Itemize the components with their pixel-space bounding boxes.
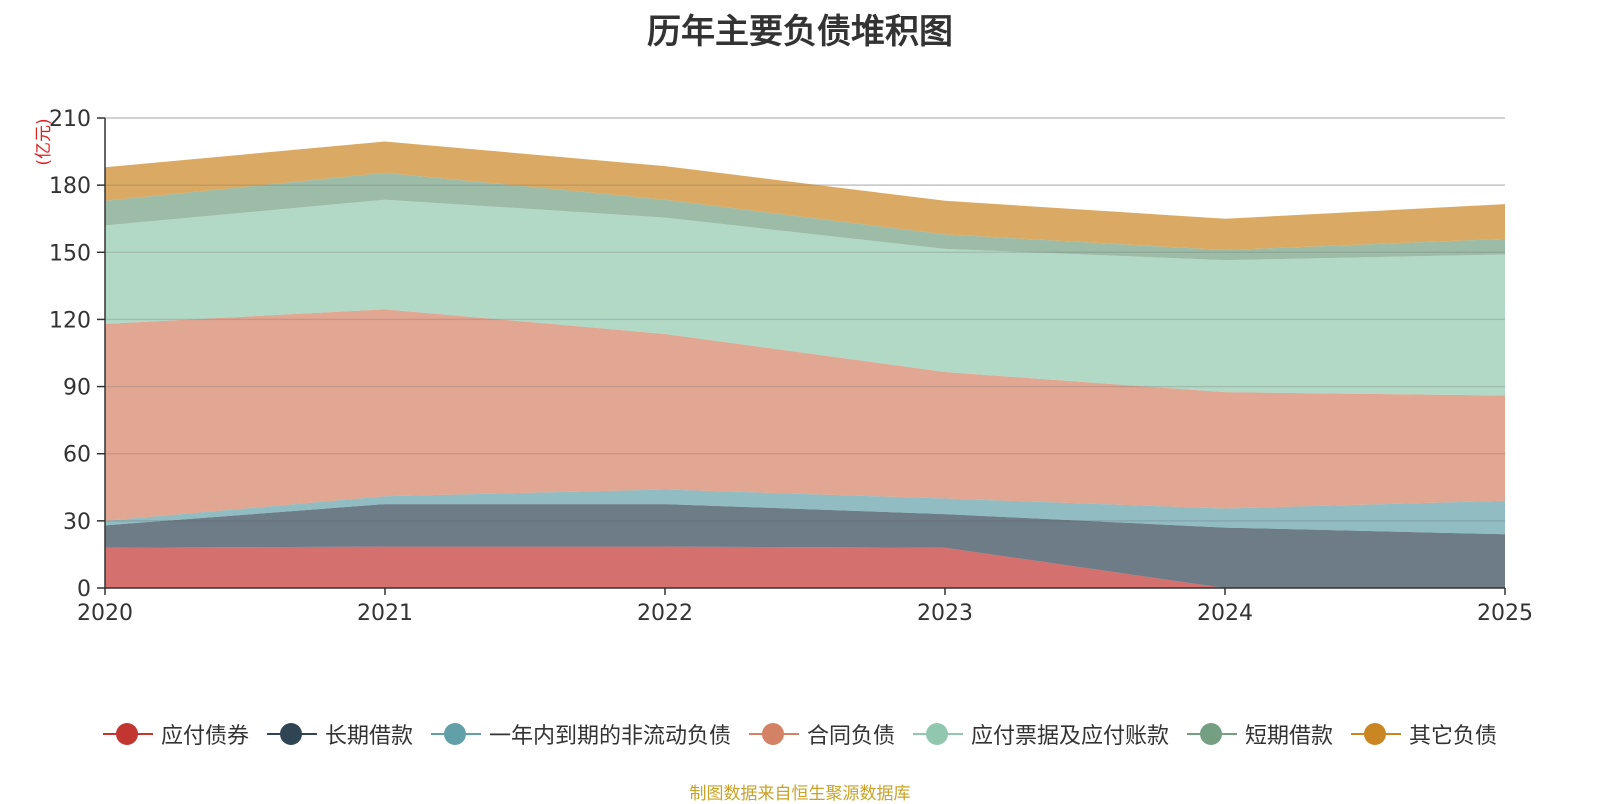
legend-marker-icon	[748, 722, 799, 746]
legend-label: 其它负债	[1409, 724, 1498, 749]
legend-marker-icon	[1187, 722, 1238, 746]
legend-item-4[interactable]: 应付票据及应付账款	[913, 718, 1169, 750]
data-source-footnote: 制图数据来自恒生聚源数据库	[689, 784, 911, 804]
chart-title: 历年主要负债堆积图	[647, 12, 953, 52]
y-tick-label-5: 150	[49, 241, 91, 266]
y-axis-unit-label: (亿元)	[34, 118, 54, 165]
y-tick-label-6: 180	[49, 174, 91, 199]
x-tick-label-0: 2020	[77, 601, 133, 626]
legend-marker-icon	[1351, 722, 1402, 746]
y-tick-label-2: 60	[63, 443, 91, 468]
x-tick-label-3: 2023	[917, 601, 973, 626]
legend-label: 合同负债	[806, 724, 895, 749]
legend-item-2[interactable]: 一年内到期的非流动负债	[430, 718, 731, 750]
y-tick-label-1: 30	[63, 510, 91, 535]
legend-marker-icon	[913, 722, 963, 746]
legend-item-6[interactable]: 其它负债	[1351, 718, 1497, 750]
y-tick-label-7: 210	[49, 107, 91, 132]
legend-item-1[interactable]: 长期借款	[266, 718, 413, 750]
legend-item-3[interactable]: 合同负债	[748, 718, 895, 750]
legend-marker-icon	[430, 722, 481, 746]
y-tick-label-3: 90	[63, 376, 91, 401]
legend-item-0[interactable]: 应付债券	[102, 718, 249, 750]
x-tick-label-1: 2021	[357, 601, 413, 626]
y-tick-labels: 0 30 60 90 120 150 180 210	[49, 107, 105, 602]
axes	[104, 118, 1505, 589]
x-tick-label-5: 2025	[1477, 601, 1533, 626]
area-series-0	[105, 546, 1505, 588]
legend-label: 一年内到期的非流动负债	[488, 724, 731, 749]
legend-item-5[interactable]: 短期借款	[1187, 718, 1333, 750]
legend-label: 长期借款	[324, 724, 413, 749]
area-series-1	[105, 504, 1505, 588]
area-series-5	[105, 172, 1505, 261]
legend-label: 应付票据及应付账款	[971, 724, 1170, 749]
legend: 应付债券 长期借款 一年内到期的非流动负债 合同负债 应付票据及应付账款 短期借款 其它负债	[0, 718, 1600, 750]
x-tick-label-4: 2024	[1197, 601, 1253, 626]
area-series-2	[105, 489, 1505, 535]
area-series-4	[105, 199, 1505, 396]
legend-label: 短期借款	[1245, 724, 1334, 749]
area-series-3	[105, 309, 1505, 521]
area-series	[105, 117, 1505, 588]
x-tick-labels: 2020 2021 2022 2023 2024 2025	[77, 588, 1533, 626]
y-tick-label-4: 120	[49, 308, 91, 333]
y-tick-label-0: 0	[77, 577, 91, 602]
legend-marker-icon	[102, 722, 153, 746]
x-tick-label-2: 2022	[637, 601, 693, 626]
legend-label: 应付债券	[160, 724, 249, 749]
area-series-6	[105, 141, 1505, 251]
legend-marker-icon	[266, 722, 317, 746]
